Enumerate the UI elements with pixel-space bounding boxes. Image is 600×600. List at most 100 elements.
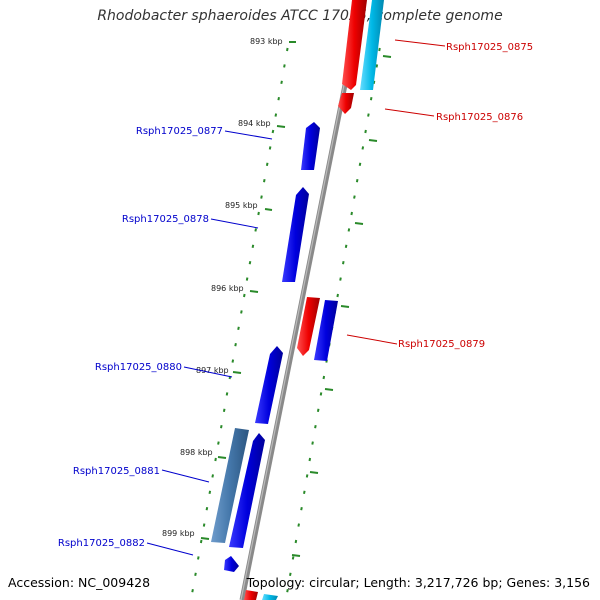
gene-arrow-0881b[interactable]	[229, 433, 265, 548]
minor-tick	[303, 490, 306, 494]
minor-tick	[277, 97, 280, 101]
minor-tick	[364, 129, 367, 134]
kbp-label-899: 899 kbp	[162, 529, 195, 538]
minor-tick	[205, 507, 209, 511]
genome-title: Rhodobacter sphaeroides ATCC 17025, comp…	[97, 8, 503, 24]
minor-tick	[260, 195, 263, 199]
minor-tick	[344, 244, 348, 248]
minor-tick	[283, 64, 286, 68]
kbp-labels: 893 kbp 894 kbp 895 kbp 896 kbp 897 kbp …	[162, 37, 283, 538]
minor-tick	[319, 392, 323, 396]
minor-tick	[378, 47, 381, 52]
minor-tick	[245, 277, 249, 281]
gene-arrow-bottom-red[interactable]	[244, 590, 258, 600]
gene-arrow-0877[interactable]	[301, 122, 320, 170]
minor-tick	[369, 97, 373, 101]
minor-tick	[197, 556, 200, 560]
gene-arrow-0881a[interactable]	[211, 428, 249, 543]
minor-tick	[336, 293, 339, 298]
leader-lines	[146, 39, 446, 556]
gene-arrow-0875[interactable]	[342, 0, 367, 90]
minor-tick	[342, 261, 345, 265]
gene-arrow-0878[interactable]	[282, 187, 309, 282]
major-ticks	[200, 41, 392, 557]
minor-tick	[208, 490, 212, 494]
minor-tick	[240, 310, 243, 314]
minor-tick	[308, 457, 312, 462]
minor-tick	[339, 277, 342, 281]
minor-tick	[353, 195, 356, 199]
gene-label-0877[interactable]: Rsph17025_0877	[136, 126, 223, 137]
gene-arrow-0882[interactable]	[224, 556, 239, 572]
gene-label-0880[interactable]: Rsph17025_0880	[95, 362, 182, 373]
minor-tick	[248, 261, 252, 265]
gene-features	[211, 0, 384, 600]
minor-tick	[350, 211, 353, 216]
minor-tick	[225, 392, 229, 396]
minor-tick	[375, 64, 379, 68]
accession-text: Accession: NC_009428	[8, 575, 151, 590]
minor-tick	[191, 589, 194, 593]
minor-tick	[217, 441, 220, 445]
minor-tick	[297, 523, 300, 527]
minor-tick	[300, 507, 303, 511]
gene-label-0882[interactable]: Rsph17025_0882	[58, 538, 145, 549]
kbp-label-893: 893 kbp	[250, 37, 283, 46]
minor-tick	[220, 425, 223, 429]
minor-tick	[358, 162, 362, 166]
kbp-label-897: 897 kbp	[196, 366, 229, 375]
kbp-label-898: 898 kbp	[180, 448, 213, 457]
kbp-label-894: 894 kbp	[238, 119, 271, 128]
minor-tick	[265, 162, 269, 166]
minor-tick	[194, 572, 197, 576]
minor-tick	[231, 359, 235, 363]
gene-arrow-0876[interactable]	[338, 93, 354, 114]
gene-label-0878[interactable]: Rsph17025_0878	[122, 214, 209, 225]
minor-tick	[243, 293, 246, 298]
minor-tick	[305, 474, 309, 478]
minor-tick	[294, 539, 298, 544]
minor-tick	[222, 408, 226, 412]
gene-label-0881[interactable]: Rsph17025_0881	[73, 466, 160, 477]
minor-tick	[257, 211, 260, 216]
minor-tick	[286, 589, 289, 593]
minor-tick	[316, 408, 320, 412]
kbp-label-895: 895 kbp	[225, 201, 258, 210]
gene-label-0875[interactable]: Rsph17025_0875	[446, 42, 533, 53]
minor-tick	[314, 425, 317, 429]
minor-tick	[268, 146, 272, 150]
minor-tick	[199, 539, 203, 544]
minor-tick	[202, 523, 206, 527]
minor-tick	[361, 146, 365, 150]
minor-tick	[355, 179, 359, 183]
gene-arrow-0879b[interactable]	[314, 300, 338, 361]
minor-tick	[289, 572, 292, 576]
minor-tick	[280, 80, 283, 84]
minor-tick	[211, 474, 214, 478]
minor-tick	[274, 113, 278, 117]
gene-label-0876[interactable]: Rsph17025_0876	[436, 112, 523, 123]
gene-arrow-bottom-cyan[interactable]	[262, 594, 278, 600]
kbp-label-896: 896 kbp	[211, 284, 244, 293]
minor-tick	[271, 129, 275, 134]
tick-tracks	[191, 47, 381, 593]
minor-tick	[322, 375, 326, 380]
minor-tick	[263, 179, 266, 183]
minor-tick	[251, 244, 255, 248]
topology-text: Topology: circular; Length: 3,217,726 bp…	[246, 575, 590, 590]
gene-arrow-0879[interactable]	[297, 297, 320, 356]
gene-arrow-0880[interactable]	[255, 346, 283, 424]
minor-tick	[291, 556, 295, 560]
gene-labels: Rsph17025_0875 Rsph17025_0876 Rsph17025_…	[58, 42, 533, 549]
minor-tick	[311, 441, 314, 445]
minor-tick	[234, 343, 237, 347]
gene-arrow-0875b[interactable]	[360, 0, 384, 90]
minor-tick	[254, 228, 257, 232]
minor-tick	[214, 457, 217, 462]
gene-label-0879[interactable]: Rsph17025_0879	[398, 339, 485, 350]
minor-tick	[286, 47, 289, 52]
minor-tick	[347, 228, 351, 232]
minor-tick	[237, 326, 240, 330]
minor-tick	[367, 113, 370, 117]
